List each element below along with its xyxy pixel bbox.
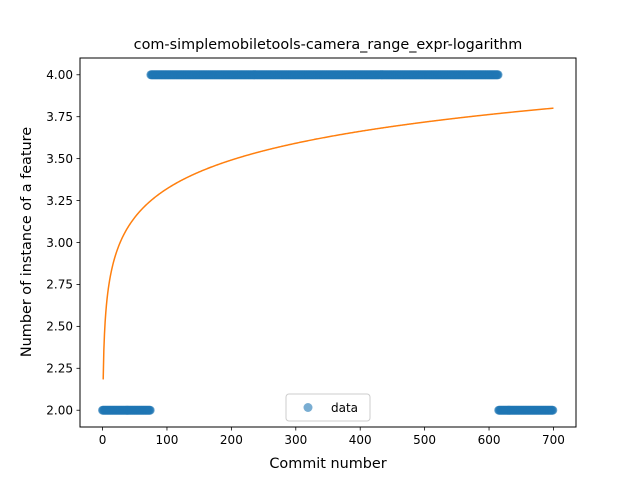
y-tick-label: 2.00	[46, 404, 73, 418]
x-tick-label: 0	[99, 433, 107, 447]
x-tick-label: 700	[542, 433, 565, 447]
legend-box	[285, 393, 371, 422]
y-tick-label: 2.25	[46, 362, 73, 376]
x-axis-label: Commit number	[269, 456, 386, 472]
x-tick-label: 600	[478, 433, 501, 447]
chart-title: com-simplemobiletools-camera_range_expr-…	[134, 37, 523, 53]
legend-marker	[303, 403, 313, 412]
y-axis-label: Number of instance of a feature	[19, 127, 35, 357]
data-point	[493, 70, 503, 80]
y-tick-label: 3.00	[46, 236, 73, 250]
x-tick-label: 500	[413, 433, 436, 447]
x-tick-label: 400	[349, 433, 372, 447]
x-axis: 0 100 200 300 400 500 600 700	[99, 427, 565, 447]
x-tick-label: 100	[156, 433, 179, 447]
data-point	[145, 405, 155, 415]
y-tick-label: 2.75	[46, 278, 73, 292]
data-point	[548, 405, 558, 415]
y-tick-label: 3.25	[46, 194, 73, 208]
y-tick-label: 2.50	[46, 320, 73, 334]
y-tick-label: 3.50	[46, 152, 73, 166]
plot-data	[98, 70, 558, 415]
legend-label: data	[331, 401, 358, 415]
fit-line	[102, 107, 554, 380]
x-tick-label: 300	[284, 433, 307, 447]
x-tick-label: 200	[220, 433, 243, 447]
y-tick-label: 4.00	[46, 68, 73, 82]
legend: data	[285, 393, 371, 422]
y-tick-label: 3.75	[46, 110, 73, 124]
y-axis: 2.00 2.25 2.50 2.75 3.00 3.25 3.50 3.75 4.00	[46, 68, 80, 418]
